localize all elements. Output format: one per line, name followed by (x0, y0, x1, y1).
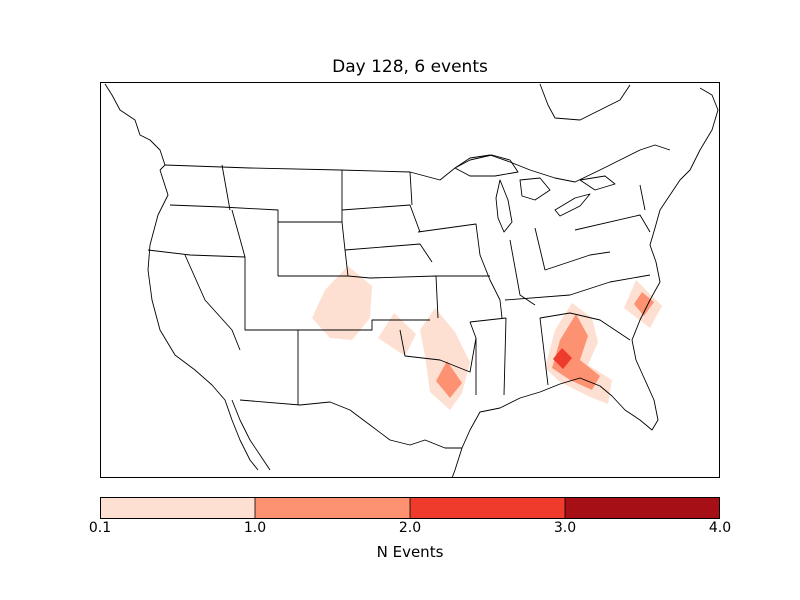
event-area-panhandle (378, 313, 416, 356)
colorbar-tick-1: 0.1 (88, 520, 112, 536)
colorbar-tick-3: 2.0 (398, 520, 422, 536)
map-border (100, 82, 720, 478)
event-area-southeast-medium (552, 314, 600, 390)
event-area-colorado (312, 266, 372, 340)
event-area-sc-medium (634, 292, 654, 316)
colorbar-bin-2 (255, 497, 410, 519)
colorbar-bin-4 (565, 497, 720, 519)
colorbar-bin-3 (410, 497, 565, 519)
map-frame (100, 82, 720, 478)
colorbar (100, 497, 720, 519)
map-boundaries (104, 83, 719, 478)
colorbar-tick-2: 1.0 (243, 520, 267, 536)
event-area-north-texas (436, 361, 462, 398)
colorbar-tick-5: 4.0 (708, 520, 732, 536)
colorbar-tick-4: 3.0 (553, 520, 577, 536)
map-title: Day 128, 6 events (332, 57, 488, 77)
colorbar-label: N Events (376, 543, 444, 561)
colorbar-bin-1 (100, 497, 255, 519)
event-areas (312, 266, 662, 410)
event-area-georgia-peak (553, 348, 572, 369)
